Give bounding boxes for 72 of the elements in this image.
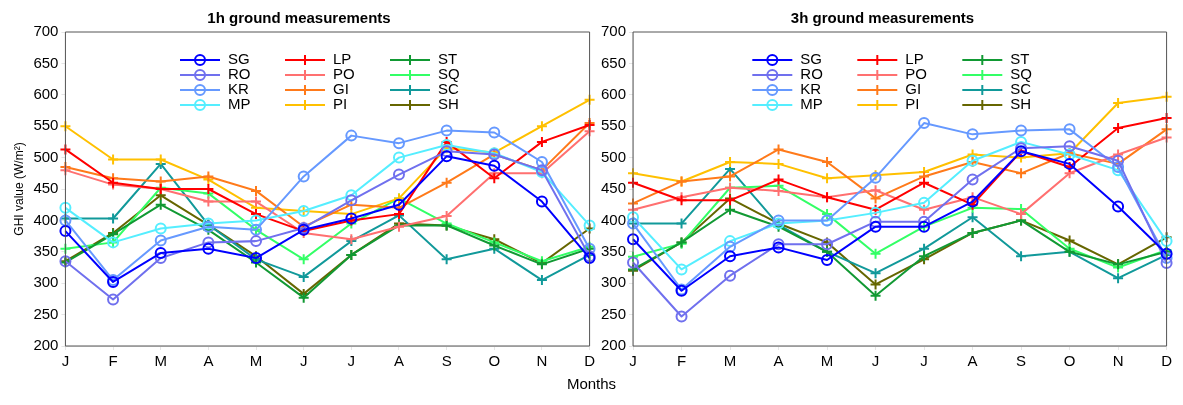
y-tick-label: 600 <box>601 84 627 102</box>
y-tick-label: 400 <box>33 210 59 228</box>
y-tick-label: 200 <box>33 336 59 354</box>
x-tick-label: F <box>676 352 687 370</box>
x-tick-label: J <box>871 352 880 370</box>
y-tick-label: 400 <box>601 210 627 228</box>
legend-label: LP <box>905 50 924 68</box>
y-tick-label: 250 <box>601 304 627 322</box>
legend-label: PI <box>905 95 920 113</box>
x-tick-label: J <box>61 352 70 370</box>
y-tick-label: 550 <box>601 116 627 134</box>
legend-label: MP <box>228 95 251 113</box>
y-tick-label: 700 <box>601 22 627 40</box>
x-tick-label: J <box>299 352 308 370</box>
x-tick-label: O <box>488 352 501 370</box>
chart-title: 3h ground measurements <box>790 9 975 27</box>
legend-label: RO <box>800 65 823 83</box>
legend-label: SG <box>800 50 822 68</box>
legend-label: GI <box>333 80 349 98</box>
y-tick-label: 450 <box>33 179 59 197</box>
x-tick-label: S <box>441 352 452 370</box>
x-tick-label: J <box>920 352 928 370</box>
x-tick-label: F <box>108 352 118 370</box>
y-tick-label: 200 <box>601 336 627 354</box>
x-tick-label: J <box>347 352 356 370</box>
chart-title: 1h ground measurements <box>207 9 391 27</box>
legend-label: SH <box>438 95 459 113</box>
y-tick-label: 700 <box>33 22 59 40</box>
x-tick-label: M <box>723 352 737 370</box>
y-tick-label: 500 <box>601 147 627 165</box>
x-tick-label: M <box>154 352 167 370</box>
y-tick-label: 350 <box>33 241 59 259</box>
legend-label: PO <box>333 65 355 83</box>
x-tick-label: O <box>1063 352 1076 370</box>
y-tick-label: 650 <box>33 53 59 71</box>
y-tick-label: 350 <box>601 241 627 259</box>
y-tick-label: 600 <box>33 84 59 102</box>
x-tick-label: S <box>1016 352 1027 370</box>
legend-label: SH <box>1010 95 1032 113</box>
x-tick-label: D <box>1161 352 1173 370</box>
legend-label: PO <box>905 65 927 83</box>
legend-label: ST <box>1010 50 1030 68</box>
x-tick-label: A <box>967 352 978 370</box>
y-tick-label: 300 <box>601 273 627 291</box>
x-tick-label: M <box>249 352 263 370</box>
x-tick-label: A <box>393 352 404 370</box>
legend-label: SQ <box>438 65 460 83</box>
y-axis-title: GHI value (W/m²) <box>11 142 26 236</box>
legend-label: MP <box>800 95 823 113</box>
x-tick-label: J <box>629 352 637 370</box>
y-tick-label: 300 <box>33 273 59 291</box>
legend-label: ST <box>438 50 458 68</box>
legend-label: KR <box>800 80 822 98</box>
x-tick-label: D <box>584 352 596 370</box>
y-tick-label: 550 <box>33 116 59 134</box>
x-tick-label: N <box>1112 352 1124 370</box>
legend-label: RO <box>228 65 251 83</box>
x-tick-label: M <box>820 352 834 370</box>
legend-label: GI <box>905 80 922 98</box>
legend-label: SG <box>228 50 250 68</box>
legend-label: KR <box>228 80 250 98</box>
legend-label: LP <box>333 50 352 68</box>
y-tick-label: 250 <box>33 304 59 322</box>
y-tick-label: 450 <box>601 179 627 197</box>
legend-label: PI <box>333 95 348 113</box>
x-axis-title: Months <box>565 374 618 394</box>
y-tick-label: 650 <box>601 53 627 71</box>
x-tick-label: N <box>536 352 548 370</box>
x-tick-label: A <box>773 352 784 370</box>
legend-label: SQ <box>1010 65 1032 83</box>
x-tick-label: A <box>203 352 214 370</box>
y-tick-label: 500 <box>33 147 59 165</box>
